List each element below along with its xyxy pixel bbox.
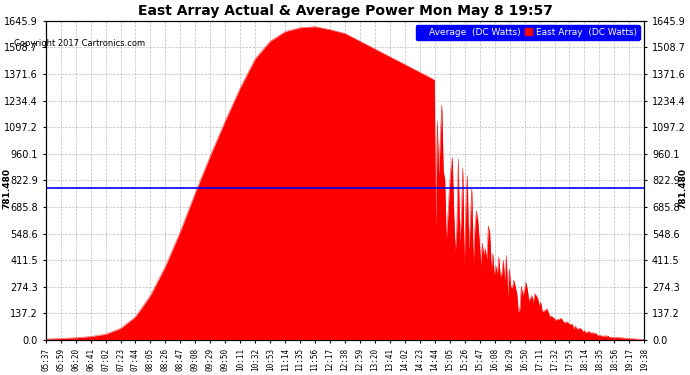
Text: 781.480: 781.480 bbox=[679, 168, 688, 209]
Text: 781.480: 781.480 bbox=[2, 168, 11, 209]
Text: Copyright 2017 Cartronics.com: Copyright 2017 Cartronics.com bbox=[14, 39, 145, 48]
Title: East Array Actual & Average Power Mon May 8 19:57: East Array Actual & Average Power Mon Ma… bbox=[137, 4, 553, 18]
Legend: Average  (DC Watts), East Array  (DC Watts): Average (DC Watts), East Array (DC Watts… bbox=[415, 25, 640, 40]
